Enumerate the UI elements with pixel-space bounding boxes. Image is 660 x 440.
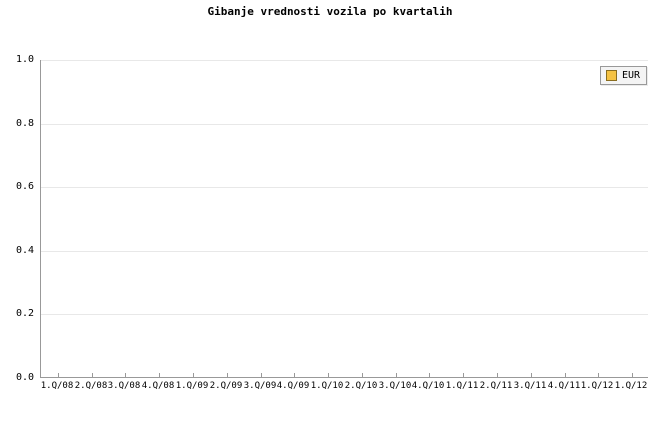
x-axis-tick-label: 1.Q/12 — [580, 381, 614, 391]
x-axis-tick-mark — [261, 373, 262, 377]
x-axis-tick-mark — [328, 373, 329, 377]
gridline — [41, 314, 648, 315]
chart-legend[interactable]: EUR — [599, 66, 647, 85]
x-axis-tick-label: 3.Q/08 — [107, 381, 141, 391]
x-axis-tick-label: 3.Q/11 — [513, 381, 547, 391]
x-axis-tick-label: 1.Q/09 — [175, 381, 209, 391]
x-axis-tick-mark — [463, 373, 464, 377]
x-axis-tick-label: 4.Q/11 — [547, 381, 581, 391]
x-axis-tick-label: 1.Q/11 — [445, 381, 479, 391]
x-axis-tick-mark — [159, 373, 160, 377]
x-axis-tick-mark — [497, 373, 498, 377]
x-axis-tick-mark — [92, 373, 93, 377]
x-axis-tick-label: 1.Q/08 — [40, 381, 74, 391]
x-axis-tick-label: 4.Q/08 — [141, 381, 175, 391]
y-axis-tick-label: 0.6 — [15, 181, 34, 192]
y-axis-tick-label: 0.0 — [15, 372, 34, 383]
x-axis-tick-label: 2.Q/08 — [74, 381, 108, 391]
x-axis-tick-mark — [396, 373, 397, 377]
gridline — [41, 60, 648, 61]
plot-area — [40, 60, 648, 378]
x-axis-tick-label: 4.Q/10 — [411, 381, 445, 391]
gridline — [41, 124, 648, 125]
gridline — [41, 251, 648, 252]
x-axis-tick-label: 3.Q/10 — [378, 381, 412, 391]
x-axis-tick-labels: 1.Q/08 2.Q/08 3.Q/08 4.Q/08 1.Q/09 2.Q/09 3.Q/… — [0, 381, 660, 401]
y-axis-tick-label: 0.2 — [15, 308, 34, 319]
y-axis-tick-labels: 0.0 0.2 0.4 0.6 0.8 1.0 — [0, 54, 34, 383]
y-axis-tick-label: 1.0 — [15, 54, 34, 65]
x-axis-tick-mark — [125, 373, 126, 377]
chart-title: Gibanje vrednosti vozila po kvartalih — [207, 5, 453, 18]
x-axis-tick-label: 1.Q/10 — [310, 381, 344, 391]
y-axis-tick-label: 0.4 — [15, 245, 34, 256]
gridline — [41, 187, 648, 188]
x-axis-tick-mark — [429, 373, 430, 377]
x-axis-tick-mark — [598, 373, 599, 377]
x-axis-tick-mark — [227, 373, 228, 377]
x-axis-tick-label: 2.Q/09 — [209, 381, 243, 391]
x-axis-tick-label: 2.Q/10 — [344, 381, 378, 391]
x-axis-tick-mark — [565, 373, 566, 377]
x-axis-tick-label: 2.Q/11 — [479, 381, 513, 391]
legend-swatch-eur — [605, 70, 617, 81]
x-axis-tick-mark — [531, 373, 532, 377]
y-axis-tick-label: 0.8 — [15, 118, 34, 129]
x-axis-tick-mark — [58, 373, 59, 377]
x-axis-tick-label: 3.Q/09 — [243, 381, 277, 391]
x-axis-tick-label: 1.Q/12 — [614, 381, 648, 391]
x-axis-tick-mark — [193, 373, 194, 377]
x-axis-tick-mark — [362, 373, 363, 377]
x-axis-tick-label: 4.Q/09 — [276, 381, 310, 391]
x-axis-tick-mark — [632, 373, 633, 377]
x-axis-tick-mark — [294, 373, 295, 377]
legend-label-eur: EUR — [621, 69, 640, 81]
